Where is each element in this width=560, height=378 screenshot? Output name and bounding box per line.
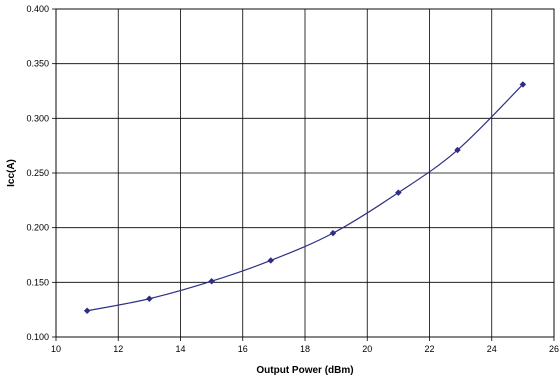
x-tick-label: 26 [549,344,559,354]
x-axis-title: Output Power (dBm) [256,365,353,376]
y-tick-label: 0.250 [26,168,49,178]
data-point-marker [267,257,275,264]
data-point-marker [146,295,153,303]
series-layer [83,81,527,315]
x-tick-label: 10 [51,344,61,354]
x-tick-label: 20 [362,344,372,354]
plot-area-frame [55,8,555,338]
grid-lines [52,8,555,341]
data-point-marker [454,146,461,154]
x-tick-label: 24 [487,344,497,354]
x-tick-label: 12 [113,344,123,354]
x-tick-label: 14 [175,344,185,354]
y-tick-label: 0.300 [26,113,49,123]
y-tick-label: 0.400 [26,4,49,14]
x-tick-label: 16 [238,344,248,354]
data-point-marker [83,307,91,315]
y-tick-label: 0.150 [26,277,49,287]
data-point-marker [395,189,402,197]
y-tick-label: 0.350 [26,59,49,69]
x-tick-label: 22 [424,344,434,354]
y-tick-label: 0.100 [26,332,49,342]
x-tick-labels: 10 12 14 16 18 20 22 24 26 [51,344,559,354]
y-tick-label: 0.200 [26,223,49,233]
data-point-marker [329,229,337,237]
data-point-marker [519,81,527,88]
data-point-marker [208,277,215,285]
y-axis-title: Icc(A) [6,159,17,187]
x-tick-label: 18 [300,344,310,354]
y-tick-labels: 0.100 0.150 0.200 0.250 0.300 0.350 0.400 [26,4,49,342]
